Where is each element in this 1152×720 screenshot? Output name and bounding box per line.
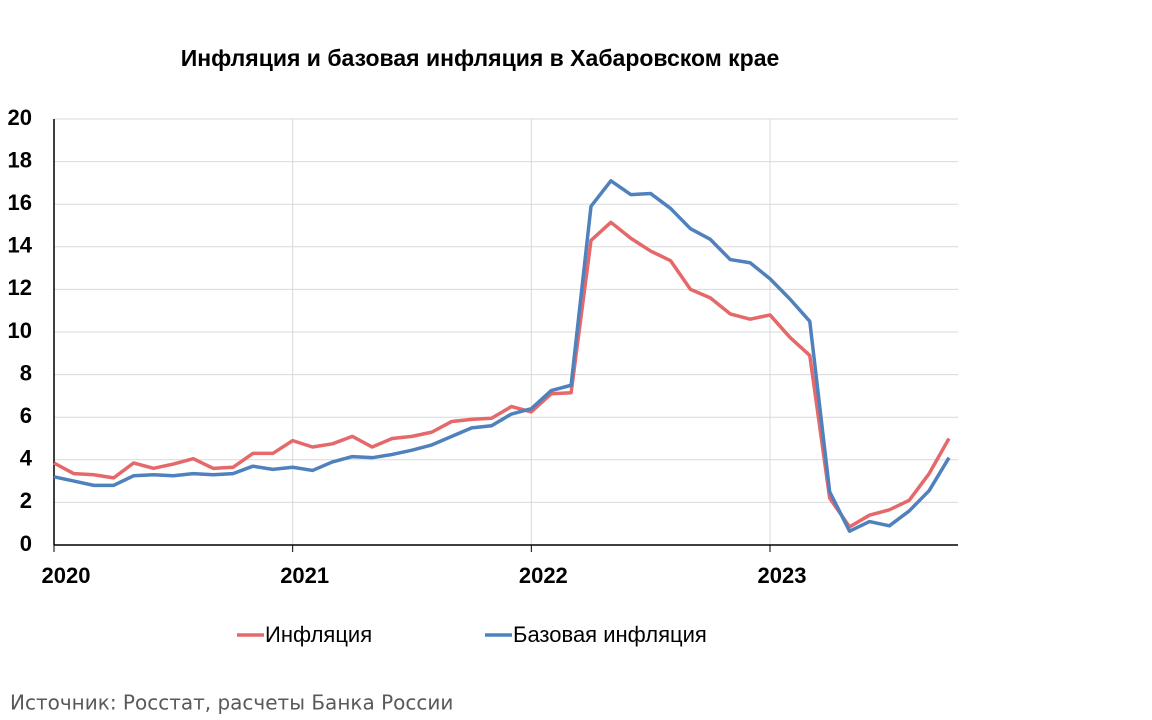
source-note: Источник: Росстат, расчеты Банка России xyxy=(10,691,453,715)
series-line xyxy=(53,220,951,529)
y-tick-label: 12 xyxy=(8,275,32,300)
y-tick-label: 16 xyxy=(8,190,32,215)
y-tick-label: 14 xyxy=(8,233,33,258)
chart-title: Инфляция и базовая инфляция в Хабаровско… xyxy=(181,45,780,71)
y-tick-label: 4 xyxy=(20,446,33,471)
y-tick-label: 10 xyxy=(8,318,32,343)
x-tick-label: 2023 xyxy=(758,563,807,588)
x-tick-label: 2021 xyxy=(280,563,329,588)
y-tick-label: 0 xyxy=(20,531,32,556)
y-tick-label: 20 xyxy=(8,105,32,130)
y-tick-label: 2 xyxy=(20,488,32,513)
y-tick-label: 6 xyxy=(20,403,32,428)
x-tick-label: 2022 xyxy=(519,563,568,588)
series-line xyxy=(53,179,951,533)
y-tick-label: 8 xyxy=(20,360,32,385)
legend-label: Инфляция xyxy=(265,622,372,647)
legend-label: Базовая инфляция xyxy=(513,622,707,647)
x-tick-label: 2020 xyxy=(42,563,91,588)
y-tick-label: 18 xyxy=(8,147,32,172)
